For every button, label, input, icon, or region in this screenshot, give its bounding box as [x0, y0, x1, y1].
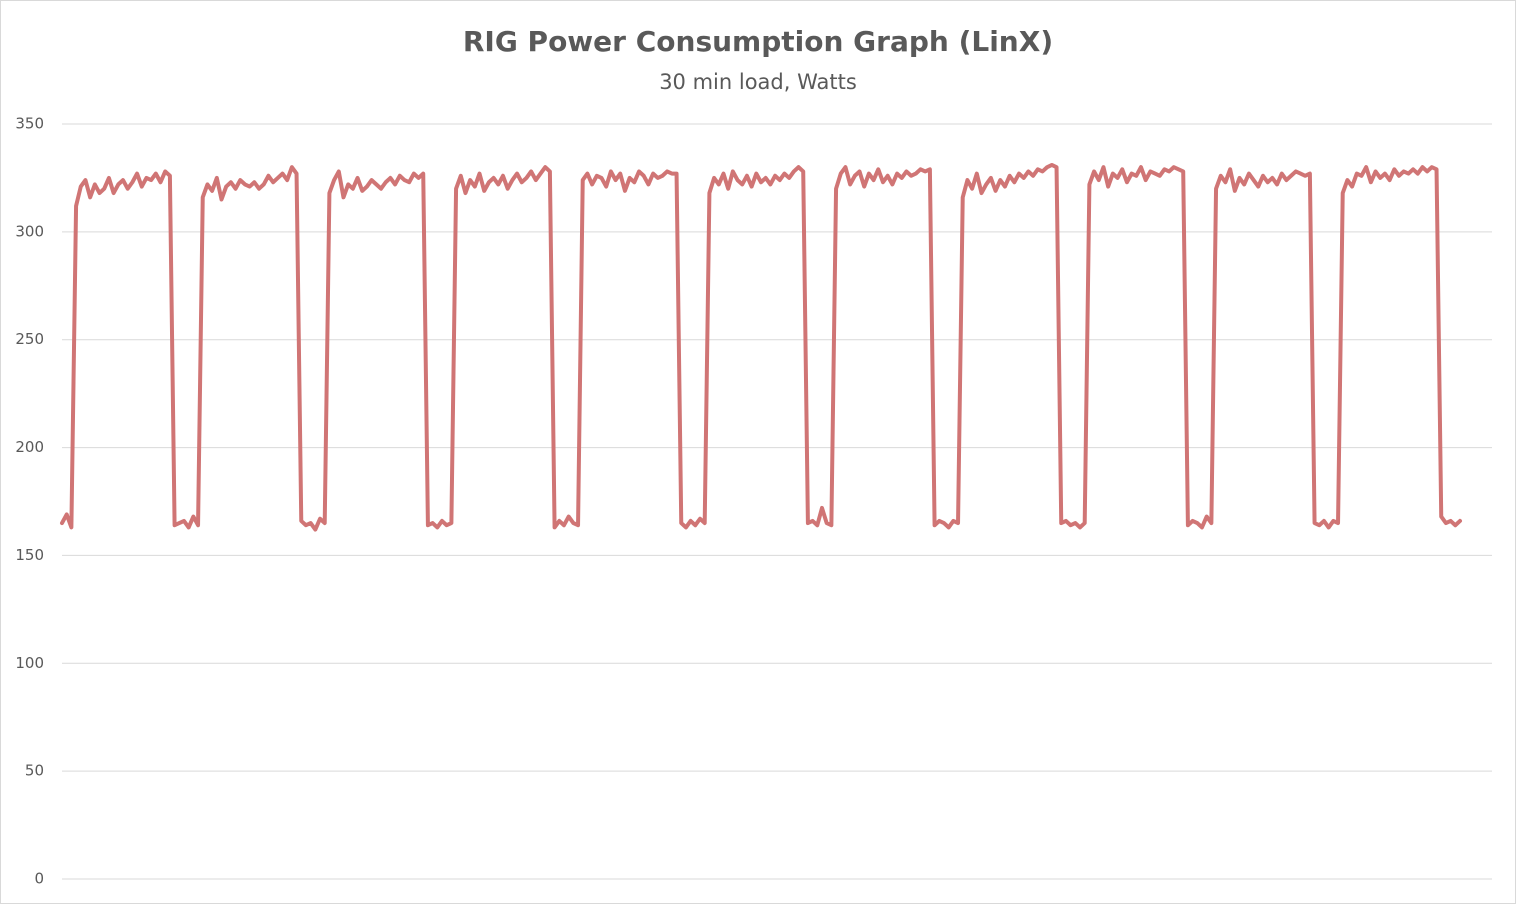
data-line	[60, 162, 1462, 532]
y-tick-label: 350	[15, 115, 44, 133]
y-tick-label: 50	[25, 762, 44, 780]
y-tick-label: 100	[15, 654, 44, 672]
y-tick-label: 250	[15, 330, 44, 348]
y-tick-label: 200	[15, 438, 44, 456]
y-tick-label: 150	[15, 546, 44, 564]
y-tick-label: 0	[34, 870, 44, 888]
y-tick-label: 300	[15, 222, 44, 240]
chart-subtitle: 30 min load, Watts	[659, 70, 857, 94]
chart-title: RIG Power Consumption Graph (LinX)	[463, 25, 1053, 58]
